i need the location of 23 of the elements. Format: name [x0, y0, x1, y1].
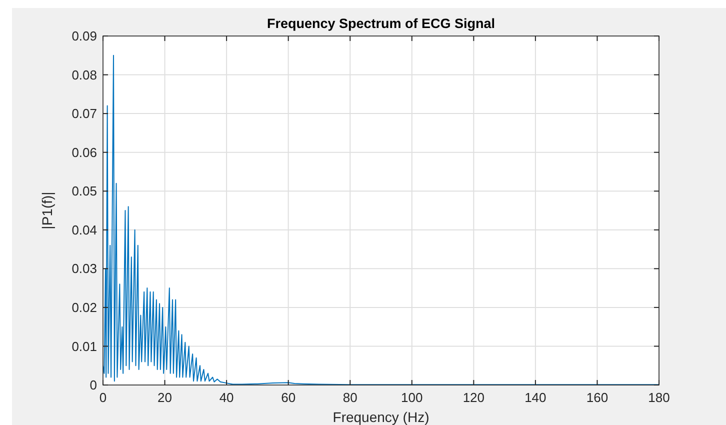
y-tick-label: 0.06: [72, 144, 97, 160]
x-tick-label: 40: [219, 390, 234, 405]
y-tick-label: 0: [90, 378, 97, 393]
y-tick-label: 0.07: [72, 106, 97, 122]
y-tick-label: 0.09: [72, 28, 97, 44]
x-tick-label: 180: [648, 390, 670, 405]
y-tick-label: 0.08: [72, 67, 97, 82]
y-tick-label: 0.01: [72, 338, 97, 354]
chart-title: Frequency Spectrum of ECG Signal: [266, 16, 496, 31]
x-tick-label: 0: [99, 390, 107, 405]
x-tick-label: 60: [281, 390, 296, 405]
x-tick-label: 160: [586, 390, 608, 405]
x-tick-label: 100: [401, 390, 423, 405]
y-axis-title: |P1(f)|: [39, 192, 55, 230]
x-axis-title: Frequency (Hz): [332, 409, 430, 425]
y-tick-label: 0.05: [72, 184, 97, 199]
x-tick-label: 120: [462, 390, 485, 405]
y-tick-label: 0.02: [72, 300, 97, 315]
y-tick-label: 0.03: [72, 261, 97, 276]
y-tick-label: 0.04: [72, 222, 97, 238]
x-tick-label: 80: [342, 390, 358, 405]
x-tick-label: 140: [524, 390, 546, 405]
x-tick-label: 20: [158, 390, 172, 405]
